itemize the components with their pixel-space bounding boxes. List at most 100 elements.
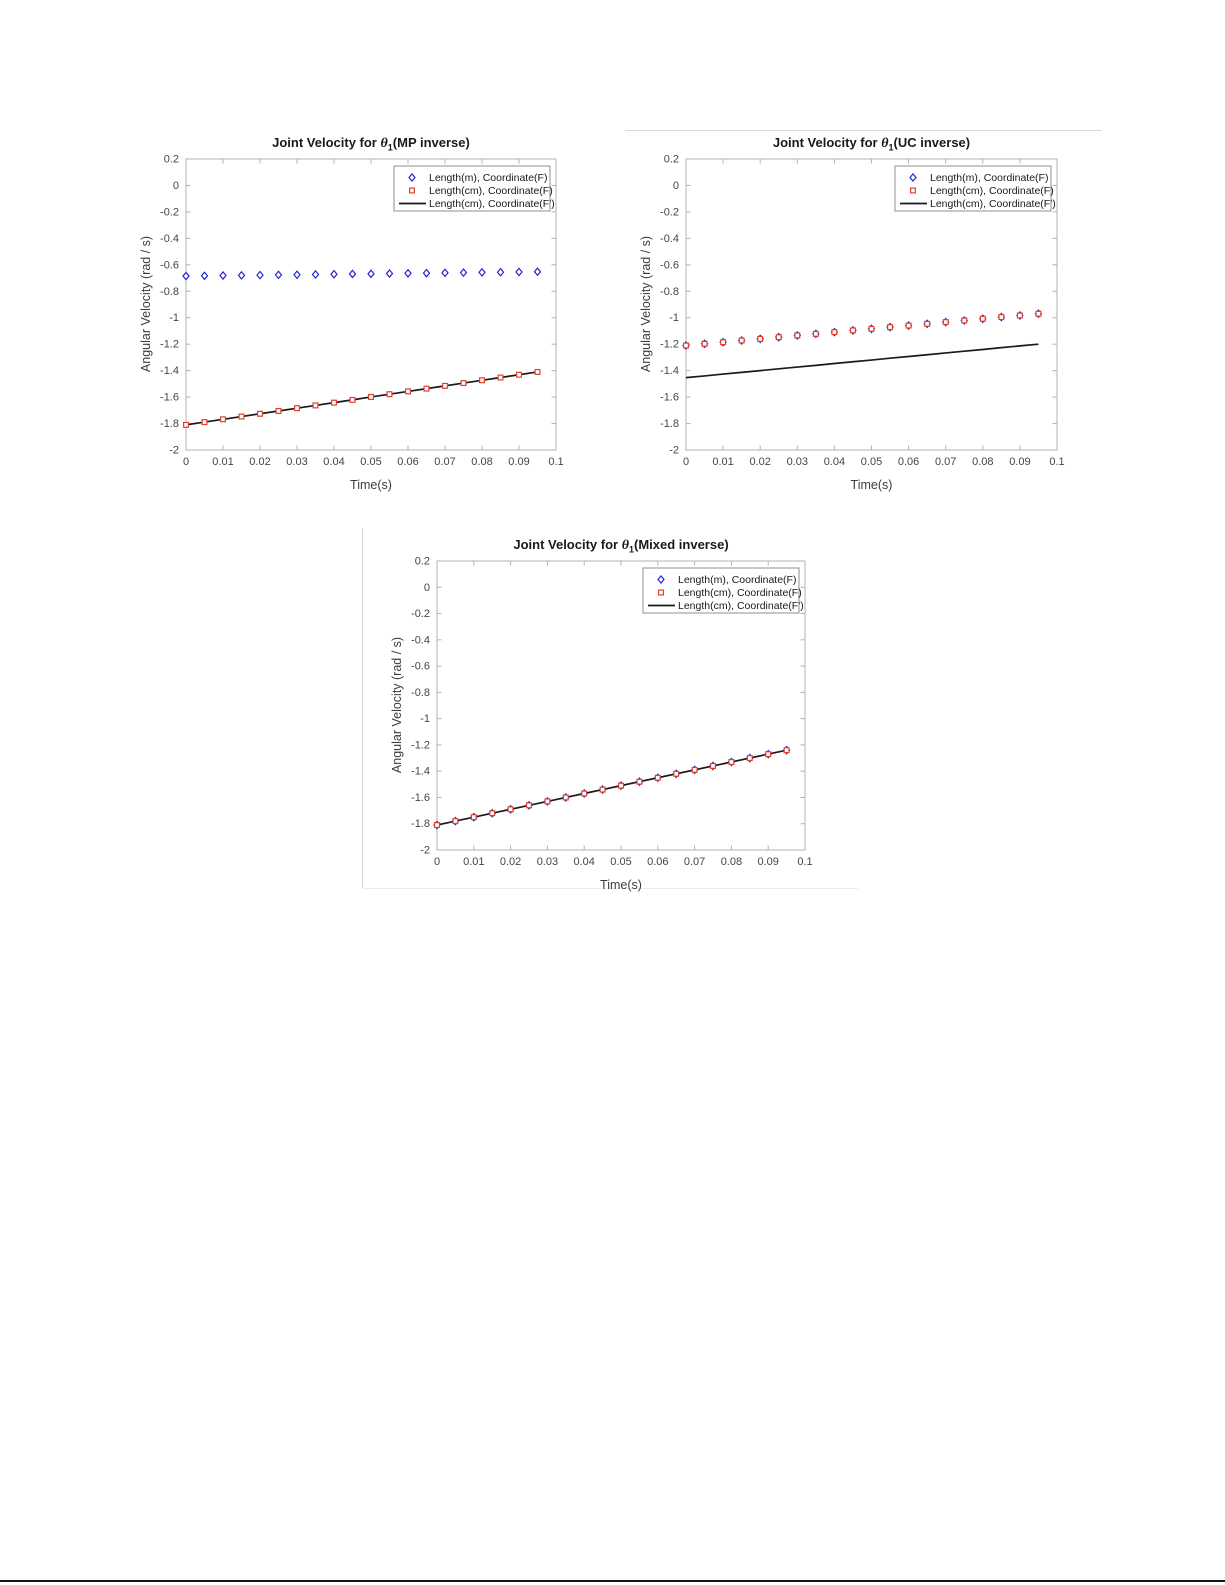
- data-point-square: [794, 332, 801, 339]
- x-tick-label: 0.05: [360, 456, 381, 468]
- data-point-square: [581, 790, 588, 797]
- x-tick-label: 0.03: [537, 856, 558, 868]
- x-tick-label: 0: [434, 856, 440, 868]
- chart-title-mixed: Joint Velocity for θ1(Mixed inverse): [437, 537, 805, 555]
- plot-area-uc: 0 0.01 0.02 0.03 0.04 0.05 0.06 0.07 0.08 0.09 0.1…: [660, 154, 1065, 469]
- x-tick-label: 0: [683, 456, 689, 468]
- data-point-square: [460, 380, 467, 387]
- y-tick-label: 0: [424, 582, 430, 594]
- data-point-square: [1035, 310, 1042, 317]
- data-point-square: [905, 322, 912, 329]
- y-tick-label: -2: [169, 445, 179, 457]
- data-point-square: [728, 758, 735, 765]
- y-tick-label: -1.6: [411, 792, 430, 804]
- data-point-diamond: [200, 271, 209, 281]
- legend-label: Length(m), Coordinate(F): [429, 172, 547, 184]
- title-suffix: (UC inverse): [893, 135, 971, 150]
- x-tick-label: 0.04: [573, 856, 594, 868]
- data-point-square: [682, 342, 689, 349]
- x-tick-label: 0.09: [757, 856, 778, 868]
- data-point-square: [673, 770, 680, 777]
- x-axis-label: Time(s): [850, 478, 893, 492]
- data-point-square: [636, 778, 643, 785]
- data-point-square: [294, 405, 301, 412]
- y-tick-label: -0.2: [660, 206, 679, 218]
- legend-diamond-marker: [657, 574, 665, 585]
- data-point-diamond: [293, 270, 301, 280]
- data-point-square: [831, 329, 838, 336]
- legend-square-marker: [658, 589, 665, 596]
- figure-uc-top-border: [625, 130, 1102, 131]
- data-point-square: [423, 385, 430, 392]
- y-tick-label: -1.4: [660, 365, 679, 377]
- x-tick-label: 0.02: [249, 456, 270, 468]
- data-point-diamond: [459, 268, 468, 278]
- data-point-square: [405, 388, 412, 395]
- legend-diamond-marker: [909, 172, 917, 183]
- theta-symbol: θ: [881, 136, 889, 151]
- legend-label: Length(cm), Coordinate(F'): [930, 198, 1056, 210]
- y-tick-label: -0.2: [160, 206, 179, 218]
- data-point-square: [257, 410, 264, 417]
- y-tick-label: -0.4: [411, 634, 430, 646]
- data-point-square: [201, 419, 208, 426]
- x-tick-label: 0.02: [749, 456, 770, 468]
- data-point-square: [507, 806, 514, 813]
- legend-label: Length(cm), Coordinate(F'): [678, 600, 804, 612]
- y-tick-label: -0.2: [411, 608, 430, 620]
- legend-square-marker: [910, 187, 917, 194]
- title-suffix: (Mixed inverse): [634, 537, 729, 552]
- data-point-square: [654, 774, 661, 781]
- data-point-square: [526, 802, 533, 809]
- data-point-diamond: [237, 270, 246, 280]
- y-tick-label: 0: [673, 180, 679, 192]
- legend-label: Length(cm), Coordinate(F): [930, 185, 1054, 197]
- y-tick-label: -0.4: [160, 233, 179, 245]
- y-tick-label: -1.2: [411, 739, 430, 751]
- x-tick-label: 0.04: [323, 456, 344, 468]
- x-tick-label: 0.01: [212, 456, 233, 468]
- y-tick-label: -0.6: [160, 259, 179, 271]
- data-point-square: [331, 399, 338, 406]
- data-point-square: [979, 315, 986, 322]
- data-point-diamond: [330, 269, 338, 279]
- data-point-square: [312, 402, 319, 409]
- data-point-square: [998, 314, 1005, 321]
- data-point-square: [812, 330, 819, 337]
- data-point-diamond: [441, 268, 449, 278]
- legend-square-marker: [409, 187, 416, 194]
- x-tick-label: 0.06: [647, 856, 668, 868]
- y-tick-label: -1.2: [160, 339, 179, 351]
- legend-label: Length(cm), Coordinate(F): [429, 185, 553, 197]
- theta-subscript: 1: [387, 142, 393, 153]
- x-tick-label: 0.06: [898, 456, 919, 468]
- legend-label: Length(cm), Coordinate(F'): [429, 198, 555, 210]
- x-tick-label: 0.06: [397, 456, 418, 468]
- data-point-square: [942, 319, 949, 326]
- data-point-square: [497, 374, 504, 381]
- y-tick-label: -1: [669, 312, 679, 324]
- y-tick-label: 0: [173, 180, 179, 192]
- y-tick-label: 0.2: [664, 154, 679, 166]
- x-tick-label: 0.1: [548, 456, 563, 468]
- y-tick-label: -1.6: [160, 392, 179, 404]
- x-tick-label: 0.04: [824, 456, 845, 468]
- y-tick-label: -1.4: [411, 766, 430, 778]
- data-point-square: [368, 393, 375, 400]
- data-point-square: [479, 377, 486, 384]
- y-tick-label: -1.6: [660, 392, 679, 404]
- data-point-square: [887, 324, 894, 331]
- x-tick-label: 0.07: [684, 856, 705, 868]
- y-tick-label: -1.8: [160, 418, 179, 430]
- x-tick-label: 0.08: [972, 456, 993, 468]
- x-tick-label: 0.07: [434, 456, 455, 468]
- data-point-square: [452, 818, 459, 825]
- data-point-square: [489, 810, 496, 817]
- data-point-square: [710, 762, 717, 769]
- x-tick-label: 0: [183, 456, 189, 468]
- x-tick-label: 0.03: [787, 456, 808, 468]
- data-point-diamond: [515, 267, 523, 277]
- data-point-square: [961, 317, 968, 324]
- x-tick-label: 0.05: [610, 856, 631, 868]
- figure-uc-inverse: Joint Velocity for θ1(UC inverse) Angula…: [616, 119, 1087, 510]
